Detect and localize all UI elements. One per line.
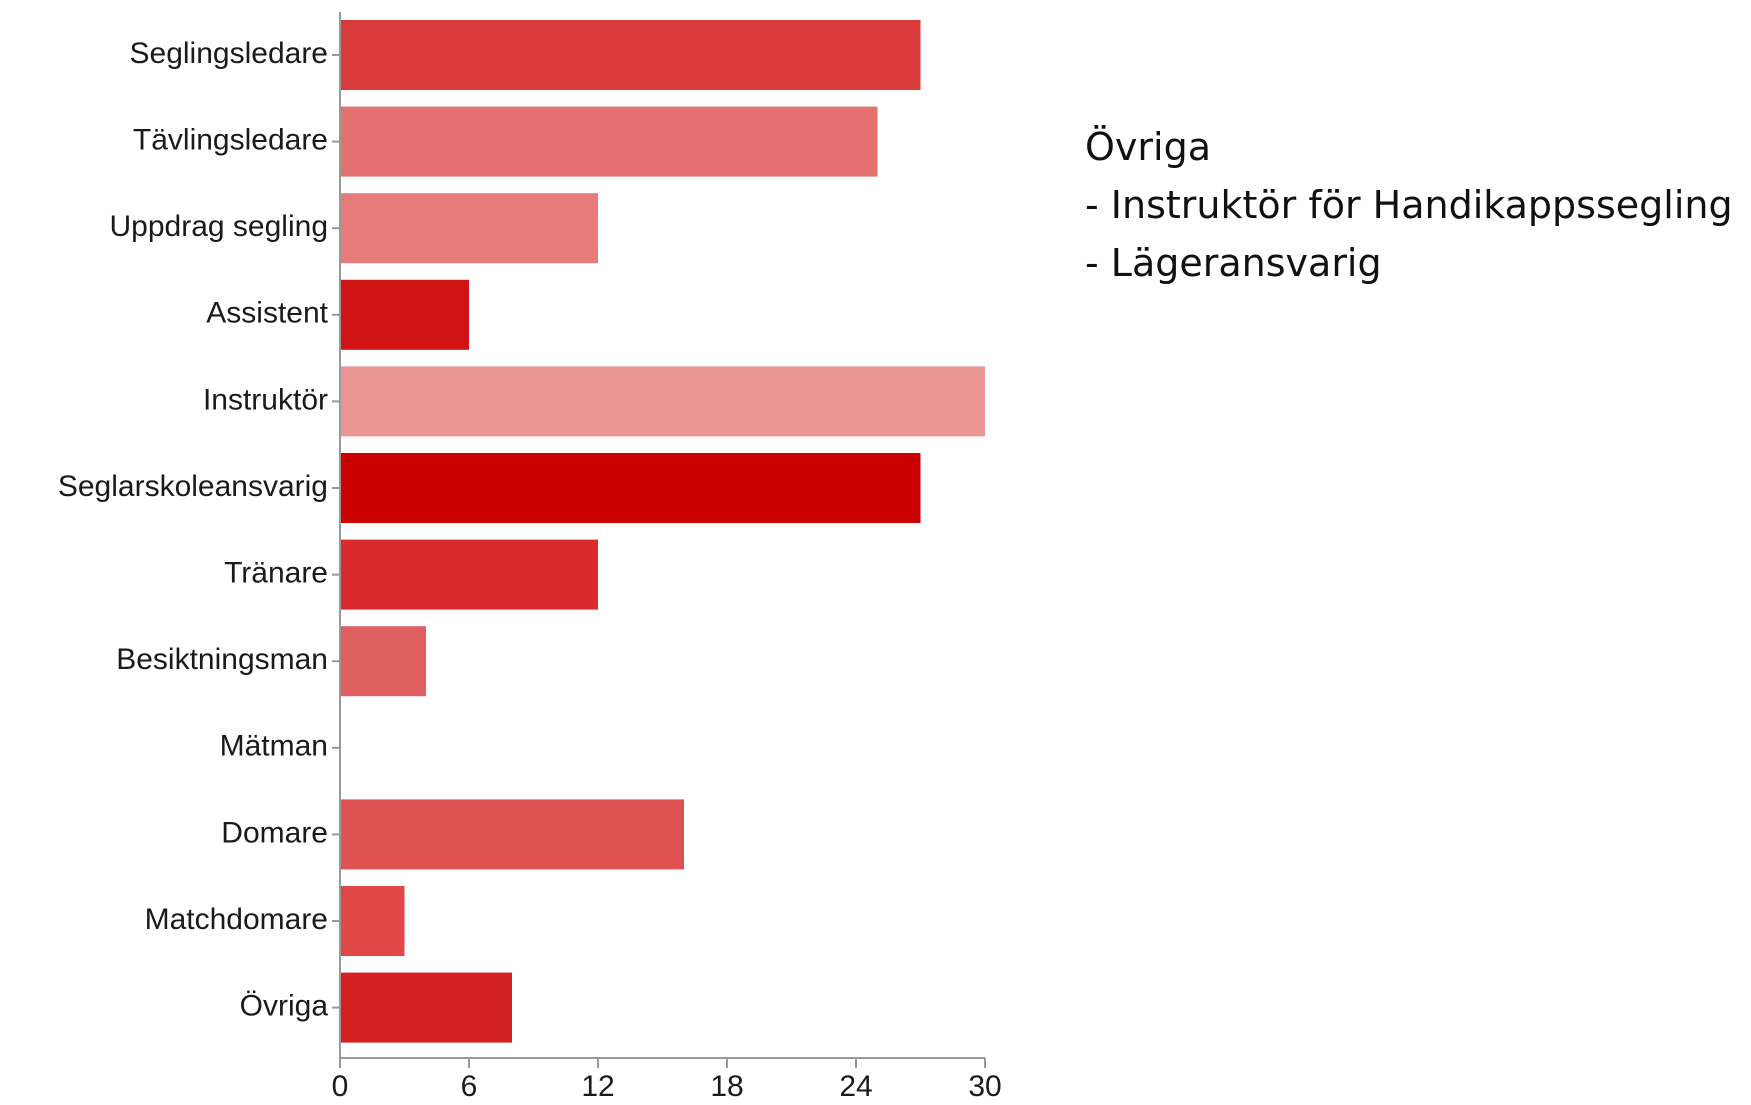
bar-9: [340, 799, 684, 870]
x-tick-label-2: 12: [581, 1070, 614, 1103]
category-label-0: Seglingsledare: [130, 37, 328, 70]
bar-5: [340, 453, 921, 523]
bar-2: [340, 193, 598, 264]
x-tick-label-5: 30: [968, 1070, 1001, 1103]
x-tick-label-0: 0: [332, 1070, 349, 1103]
bar-4: [340, 366, 985, 437]
x-tick-label-1: 6: [461, 1070, 478, 1103]
category-labels: Seglingsledare Tävlingsledare Uppdrag segl…: [58, 37, 340, 1023]
category-label-5: Seglarskoleansvarig: [58, 470, 328, 503]
bars-group: [340, 20, 985, 1043]
category-label-6: Tränare: [224, 557, 328, 590]
category-label-10: Matchdomare: [145, 903, 328, 936]
bar-11: [340, 972, 512, 1043]
category-label-2: Uppdrag segling: [110, 210, 328, 243]
others-note-item-1: - Instruktör för Handikappssegling: [1085, 183, 1733, 227]
x-tick-label-3: 18: [710, 1070, 743, 1103]
others-note-item-2: - Lägeransvarig: [1085, 241, 1382, 285]
bar-10: [340, 886, 405, 956]
others-note: Övriga - Instruktör för Handikappsseglin…: [1085, 118, 1733, 292]
bar-0: [340, 20, 921, 90]
category-label-9: Domare: [221, 816, 328, 849]
category-label-7: Besiktningsman: [116, 643, 328, 676]
bar-6: [340, 539, 598, 610]
bar-3: [340, 279, 469, 350]
category-label-4: Instruktör: [203, 383, 328, 416]
others-note-heading: Övriga: [1085, 125, 1211, 169]
category-label-11: Övriga: [240, 990, 329, 1023]
x-tick-label-4: 24: [839, 1070, 872, 1103]
bar-1: [340, 106, 878, 177]
category-label-1: Tävlingsledare: [133, 124, 328, 157]
category-label-8: Mätman: [220, 730, 328, 763]
category-label-3: Assistent: [206, 297, 328, 330]
bar-7: [340, 626, 426, 697]
x-axis-ticks: 0 6 12 18 24 30: [332, 1058, 1002, 1103]
